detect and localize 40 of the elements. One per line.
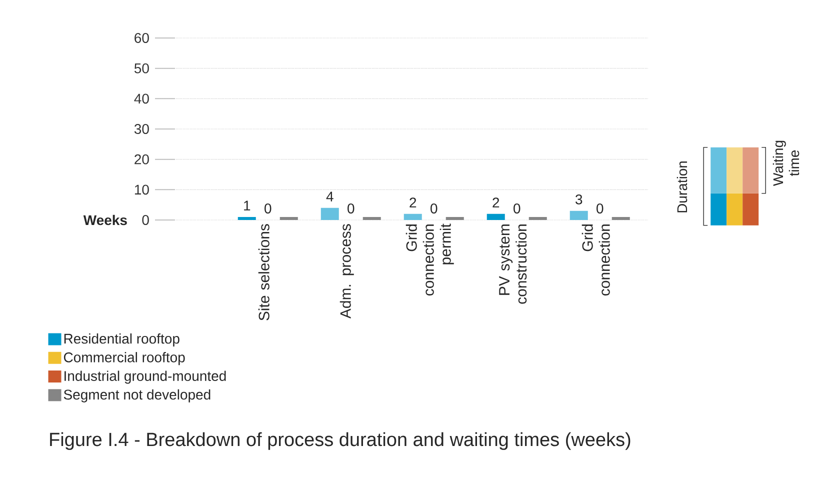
data-label: 1 xyxy=(244,200,250,210)
legend-label: Residential rooftop xyxy=(64,333,180,346)
text: Figure I.4 - Breakdown of process duration and waiting times (weeks) xyxy=(50,432,630,450)
data-label: 2 xyxy=(410,198,416,208)
x-tick-label: Site selections xyxy=(258,224,270,320)
legend-label: Segment not developed xyxy=(64,389,210,402)
data-label: 0 xyxy=(430,204,438,214)
y-tick-label: 60 xyxy=(134,33,149,43)
bar xyxy=(362,216,381,220)
bar xyxy=(238,216,256,220)
bar xyxy=(570,210,588,220)
y-tick-label: 10 xyxy=(134,184,149,195)
y-tick-label: 30 xyxy=(134,124,149,134)
bar xyxy=(612,216,630,220)
y-tick-label: 20 xyxy=(134,154,149,164)
bar xyxy=(404,214,422,220)
text: Waiting time xyxy=(772,140,800,186)
x-tick-label: PV system construction xyxy=(499,224,527,304)
text: Duration xyxy=(676,161,688,212)
y-tick-label: 50 xyxy=(134,63,149,74)
x-tick-label: Grid connection permit xyxy=(406,224,454,296)
bar xyxy=(280,216,298,220)
data-label: 3 xyxy=(576,194,582,204)
legend-label: Commercial rooftop xyxy=(64,352,185,366)
legend-label: Industrial ground-mounted xyxy=(64,370,226,384)
bar xyxy=(528,216,547,220)
data-label: 2 xyxy=(492,198,500,208)
bar xyxy=(446,216,464,220)
data-label: 0 xyxy=(264,204,272,214)
x-tick-label: Adm. process xyxy=(340,224,354,319)
data-label: 0 xyxy=(514,204,520,214)
data-label: 0 xyxy=(596,204,604,214)
x-tick-label: Grid connection xyxy=(582,224,610,296)
bar xyxy=(320,208,339,220)
y-tick-label: 0 xyxy=(142,215,149,225)
bar xyxy=(486,214,505,220)
data-label: 4 xyxy=(326,192,334,202)
y-tick-label: 40 xyxy=(134,94,149,104)
y-axis-title: Weeks xyxy=(83,214,127,226)
data-label: 0 xyxy=(348,204,354,214)
